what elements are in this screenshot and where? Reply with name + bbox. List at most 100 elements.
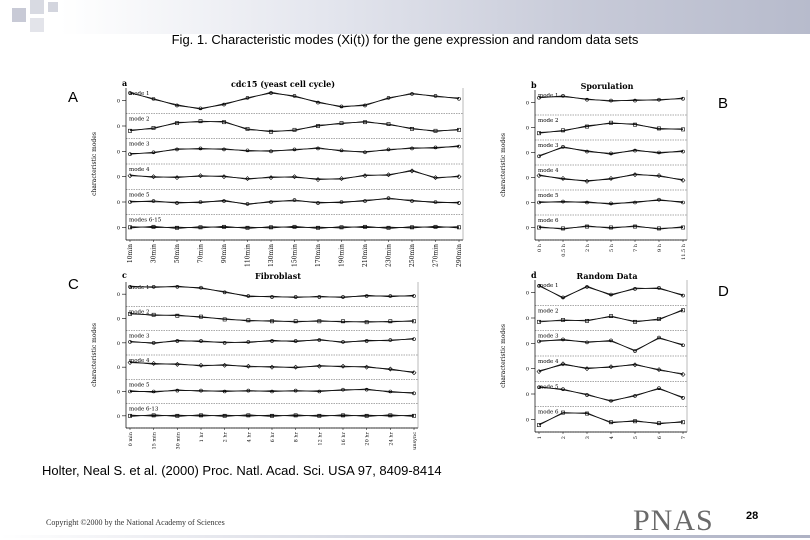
chart-d-point: [609, 314, 613, 318]
decor-square-2: [30, 0, 44, 14]
chart-c-point: [270, 319, 274, 324]
chart-c-point: [270, 389, 274, 394]
chart-c-xtick-label: 8 hr: [294, 431, 300, 442]
chart-a-point: [339, 148, 344, 153]
chart-b-series-line: [538, 199, 684, 204]
chart-a-point: [410, 225, 414, 230]
chart-b-xtick-label: 11.5 h: [681, 243, 687, 260]
chart-a-point: [410, 199, 414, 203]
chart-a-xtick-label: 250min: [409, 244, 416, 267]
chart-b-point: [681, 200, 685, 205]
chart-a-point: [292, 147, 297, 152]
chart-c-point: [128, 389, 132, 394]
chart-b-point: [561, 226, 565, 231]
chart-a-point: [363, 224, 367, 229]
chart-a-point: [292, 94, 297, 98]
chart-b-point: [584, 178, 590, 184]
chart-c-point: [364, 364, 370, 370]
chart-b-point: [633, 98, 637, 103]
chart-d-svg: d Random Data characteristic modes 0 mode 1 0…: [500, 270, 688, 439]
chart-b-point: [609, 98, 613, 103]
chart-b-point: [656, 173, 662, 179]
chart-c-point: [364, 294, 369, 298]
chart-c-point: [128, 284, 132, 289]
chart-a-point: [386, 225, 391, 230]
chart-a-point: [433, 145, 438, 150]
chart-c-point: [222, 362, 228, 368]
chart-d-mode-label: mode 4: [538, 359, 559, 365]
chart-a-point: [198, 119, 203, 124]
chart-c-point: [151, 361, 157, 366]
chart-b-ytick: 0: [526, 201, 529, 207]
chart-b-point: [680, 177, 686, 183]
chart-b-point: [585, 200, 589, 205]
chart-a-point: [363, 103, 367, 108]
chart-a-point: [151, 174, 156, 180]
figure-title: Fig. 1. Characteristic modes (Xi(t)) for…: [171, 32, 639, 47]
chart-panel-a: a cdc15 (yeast cell cycle) characteristic …: [88, 78, 473, 270]
chart-d-point: [657, 286, 661, 290]
chart-a-point: [198, 200, 203, 204]
chart-c-point: [293, 295, 298, 299]
chart-c-point: [175, 413, 180, 418]
chart-d-point: [608, 364, 614, 370]
chart-c-series-line: [129, 285, 415, 299]
chart-a-point: [386, 122, 391, 126]
chart-c-point: [317, 295, 322, 299]
chart-c-point: [317, 338, 322, 342]
chart-d-point: [536, 369, 542, 374]
chart-b-series-line: [538, 146, 684, 157]
chart-a-point: [433, 200, 438, 204]
chart-b-series-line: [538, 200, 684, 205]
chart-c-point: [151, 341, 156, 345]
chart-d-point: [585, 340, 589, 345]
chart-b-point: [585, 224, 589, 229]
chart-a-xtick-label: 30min: [151, 244, 158, 263]
copyright-text: Copyright ©2000 by the National Academy …: [46, 518, 225, 527]
chart-c-title: Fibroblast: [255, 271, 301, 281]
chart-a-point: [269, 225, 273, 230]
chart-d-point: [537, 423, 541, 428]
chart-a-point: [175, 147, 179, 152]
chart-c-ytick: 0: [117, 341, 120, 347]
chart-c-point: [246, 340, 251, 344]
chart-b-series-line: [538, 226, 684, 229]
chart-a-title: cdc15 (yeast cell cycle): [231, 79, 335, 89]
chart-a-point: [151, 150, 156, 155]
chart-c-svg: c Fibroblast characteristic modes 0 mode 1 0 m…: [91, 270, 419, 450]
chart-c-point: [412, 319, 416, 324]
chart-b-svg: b Sporulation characteristic modes 0 mode 1 0…: [500, 80, 688, 260]
chart-a-point: [386, 196, 391, 200]
chart-d-point: [561, 410, 565, 415]
chart-a-point: [245, 126, 250, 131]
chart-a-point: [316, 124, 320, 128]
chart-c-ytick: 0: [117, 414, 120, 420]
chart-a-point: [316, 100, 320, 105]
chart-c-point: [341, 295, 345, 299]
chart-c-point: [412, 337, 416, 341]
chart-c-series-line: [129, 414, 415, 417]
chart-a-point: [128, 128, 132, 133]
chart-c-point: [316, 363, 322, 369]
chart-d-xtick-label: 7: [681, 436, 687, 439]
chart-a-series-line: [129, 145, 460, 154]
chart-d-point: [656, 367, 662, 373]
chart-a-point: [410, 92, 414, 96]
chart-panel-c: c Fibroblast characteristic modes 0 mode 1 0 m…: [88, 270, 423, 460]
chart-b-point: [609, 151, 613, 156]
chart-c-point: [293, 413, 298, 418]
chart-c-ylabel: characteristic modes: [91, 323, 98, 387]
chart-c-point: [198, 362, 204, 368]
chart-c-point: [128, 311, 132, 316]
chart-c-point: [388, 413, 393, 418]
chart-d-ylabel: characteristic modes: [500, 324, 507, 388]
footer-stripe: [0, 535, 810, 538]
chart-d-series-line: [538, 284, 684, 299]
chart-a-point: [198, 173, 203, 179]
chart-d-point: [537, 339, 541, 344]
chart-d-ytick: 0: [526, 291, 529, 297]
chart-d-series-line: [538, 309, 684, 323]
chart-a-xtick-label: 10min: [127, 244, 134, 263]
chart-a-point: [457, 127, 461, 132]
chart-b-point: [585, 97, 589, 102]
